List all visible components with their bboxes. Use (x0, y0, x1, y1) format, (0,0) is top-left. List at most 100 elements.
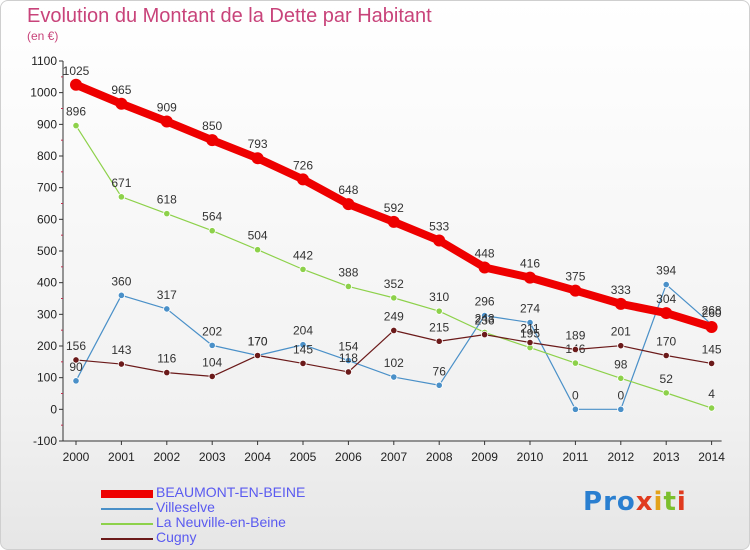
y-tick-label: 300 (37, 307, 57, 321)
data-point-beaumont-en-beine (705, 321, 718, 333)
data-label-villeselve: 0 (617, 388, 624, 402)
y-tick-label: 500 (37, 244, 57, 258)
x-tick-label: 2012 (607, 450, 634, 464)
logo-letter: t (663, 487, 677, 517)
data-point-la-neuville-en-beine (344, 282, 352, 291)
x-tick-label: 2000 (63, 450, 90, 464)
y-tick-label: 900 (37, 117, 57, 131)
data-point-beaumont-en-beine (433, 234, 446, 247)
data-point-cugny (435, 337, 443, 345)
data-point-beaumont-en-beine (297, 173, 309, 186)
data-label-villeselve: 296 (475, 295, 495, 309)
data-point-villeselve (662, 280, 670, 289)
x-tick-label: 2005 (290, 450, 317, 464)
data-point-villeselve (435, 381, 443, 389)
data-point-cugny (390, 326, 398, 335)
data-label-cugny: 211 (520, 322, 539, 336)
data-label-la-neuville-en-beine: 564 (202, 210, 222, 224)
data-point-beaumont-en-beine (342, 198, 355, 211)
data-label-beaumont-en-beine: 793 (248, 137, 268, 151)
data-label-beaumont-en-beine: 1025 (63, 64, 90, 78)
data-label-villeselve: 102 (384, 356, 404, 370)
data-point-beaumont-en-beine (569, 284, 582, 297)
data-label-beaumont-en-beine: 648 (338, 183, 358, 197)
data-label-cugny: 145 (702, 342, 722, 356)
data-label-beaumont-en-beine: 850 (202, 119, 222, 133)
data-label-villeselve: 274 (520, 302, 540, 316)
logo-letter: o (616, 487, 636, 517)
data-point-villeselve (617, 405, 625, 413)
data-label-la-neuville-en-beine: 388 (338, 265, 358, 279)
data-point-villeselve (571, 405, 580, 413)
logo-letter: i (653, 487, 664, 517)
data-label-villeselve: 394 (656, 264, 676, 278)
data-label-cugny: 201 (611, 325, 631, 339)
data-point-villeselve (344, 356, 352, 365)
data-point-la-neuville-en-beine (571, 359, 580, 367)
data-point-beaumont-en-beine (206, 134, 219, 147)
legend-swatch (101, 490, 153, 498)
data-label-cugny: 170 (248, 335, 268, 349)
data-point-beaumont-en-beine (524, 271, 536, 284)
logo-letter: i (676, 487, 687, 517)
data-point-la-neuville-en-beine (390, 294, 398, 302)
data-label-villeselve: 154 (338, 340, 358, 354)
x-tick-label: 2009 (471, 450, 498, 464)
x-tick-label: 2001 (108, 450, 135, 464)
data-point-villeselve (163, 305, 171, 313)
data-label-beaumont-en-beine: 965 (111, 83, 131, 97)
data-point-cugny (707, 359, 716, 368)
data-point-cugny (526, 338, 534, 347)
data-label-villeselve: 202 (202, 324, 222, 338)
data-point-beaumont-en-beine (251, 152, 264, 165)
data-label-villeselve: 268 (702, 303, 722, 317)
data-point-beaumont-en-beine (478, 261, 491, 274)
x-tick-label: 2013 (653, 450, 680, 464)
x-tick-label: 2007 (380, 450, 407, 464)
legend-label: Villeselve (156, 499, 215, 515)
x-tick-label: 2004 (244, 450, 271, 464)
data-label-la-neuville-en-beine: 52 (660, 372, 674, 386)
data-point-la-neuville-en-beine (208, 227, 216, 235)
legend-label: Cugny (156, 529, 197, 545)
data-point-villeselve (72, 377, 80, 385)
data-point-cugny (163, 368, 171, 377)
legend-label: La Neuville-en-Beine (156, 514, 286, 530)
data-label-la-neuville-en-beine: 243 (475, 311, 495, 325)
data-point-beaumont-en-beine (70, 78, 82, 91)
data-point-villeselve (526, 318, 534, 327)
y-tick-label: 700 (37, 181, 57, 195)
x-tick-label: 2006 (335, 450, 362, 464)
data-point-cugny (617, 342, 625, 350)
data-label-cugny: 143 (111, 343, 131, 357)
data-point-cugny (344, 368, 352, 376)
data-point-beaumont-en-beine (387, 215, 400, 228)
data-point-villeselve (480, 311, 489, 320)
x-tick-label: 2011 (562, 450, 588, 464)
y-tick-label: 1100 (31, 54, 57, 68)
legend-swatch (101, 508, 153, 510)
data-label-la-neuville-en-beine: 896 (66, 105, 86, 119)
data-label-la-neuville-en-beine: 618 (157, 193, 177, 207)
data-point-la-neuville-en-beine (435, 307, 443, 315)
data-point-villeselve (117, 291, 126, 299)
proxiti-logo: Proxiti (583, 487, 687, 517)
x-tick-label: 2002 (153, 450, 180, 464)
data-label-villeselve: 76 (433, 364, 447, 378)
data-label-la-neuville-en-beine: 504 (248, 229, 268, 243)
x-tick-label: 2014 (698, 450, 725, 464)
data-point-cugny (72, 356, 80, 364)
data-point-la-neuville-en-beine (72, 122, 80, 130)
data-label-beaumont-en-beine: 260 (702, 306, 722, 320)
data-label-beaumont-en-beine: 726 (293, 158, 313, 172)
data-point-cugny (117, 360, 126, 368)
data-label-la-neuville-en-beine: 98 (614, 357, 628, 371)
data-point-la-neuville-en-beine (707, 404, 716, 412)
legend-swatch (101, 538, 153, 540)
data-label-la-neuville-en-beine: 442 (293, 248, 313, 262)
data-point-beaumont-en-beine (614, 297, 627, 310)
y-tick-label: -100 (33, 434, 57, 448)
data-label-cugny: 215 (429, 320, 449, 334)
